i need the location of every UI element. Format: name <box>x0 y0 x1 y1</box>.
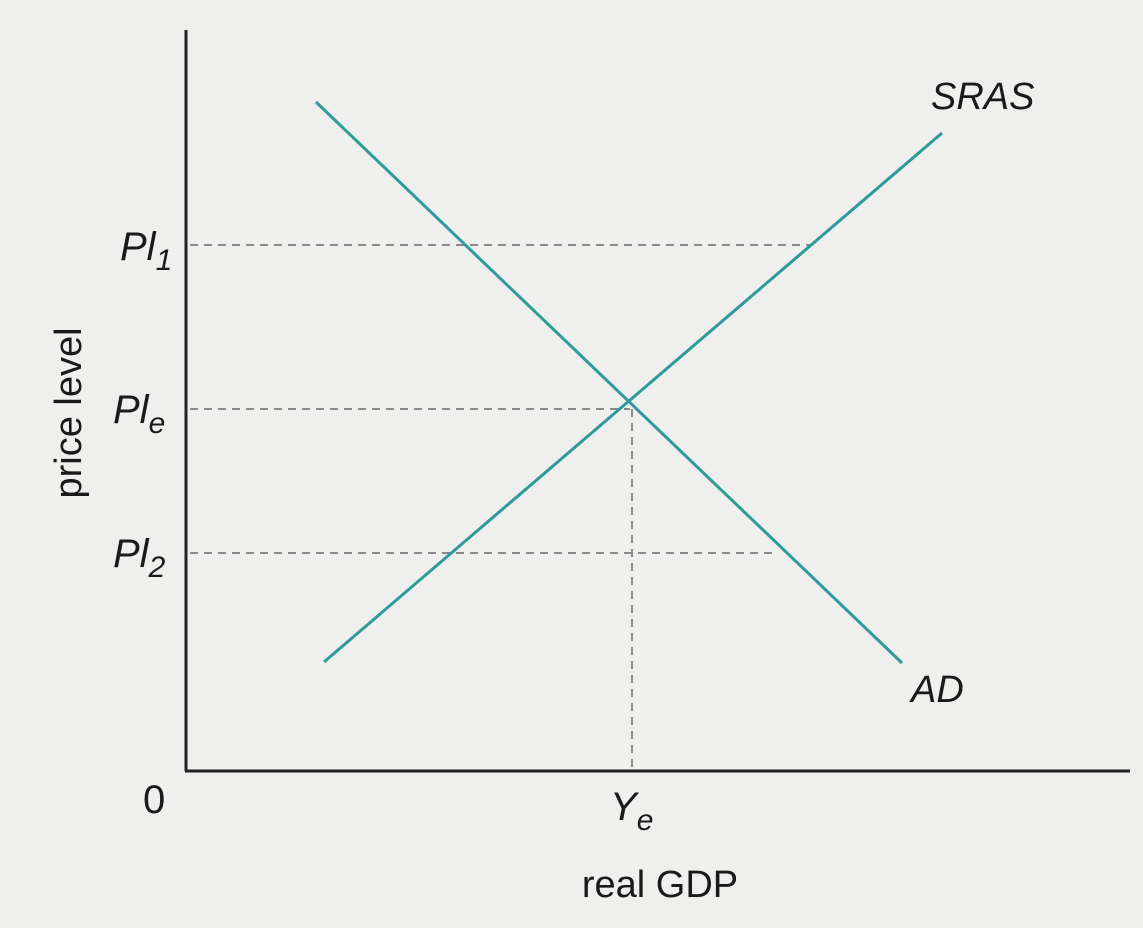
ple-tick-main: Pl <box>113 388 150 432</box>
pl1-tick-main: Pl <box>120 225 157 269</box>
ye-tick-label: Ye <box>610 785 653 837</box>
ple-tick-sub: e <box>149 407 166 440</box>
ad-label: AD <box>909 669 964 711</box>
pl2-tick-sub: 2 <box>148 551 166 584</box>
pl2-tick-main: Pl <box>113 532 150 576</box>
pl1-tick-label: Pl1 <box>120 225 172 277</box>
ad-curve <box>314 100 904 665</box>
sras-label: SRAS <box>931 76 1034 118</box>
ye-tick-main: Y <box>610 785 640 829</box>
sras-curve <box>323 131 943 664</box>
origin-label: 0 <box>143 778 165 822</box>
real-gdp-label: real GDP <box>582 864 738 906</box>
pl1-tick-sub: 1 <box>156 244 173 277</box>
ple-tick-label: Ple <box>113 388 165 440</box>
ye-tick-sub: e <box>637 804 654 837</box>
y-axis-title: price level <box>48 327 90 498</box>
pl2-tick-label: Pl2 <box>113 532 166 584</box>
